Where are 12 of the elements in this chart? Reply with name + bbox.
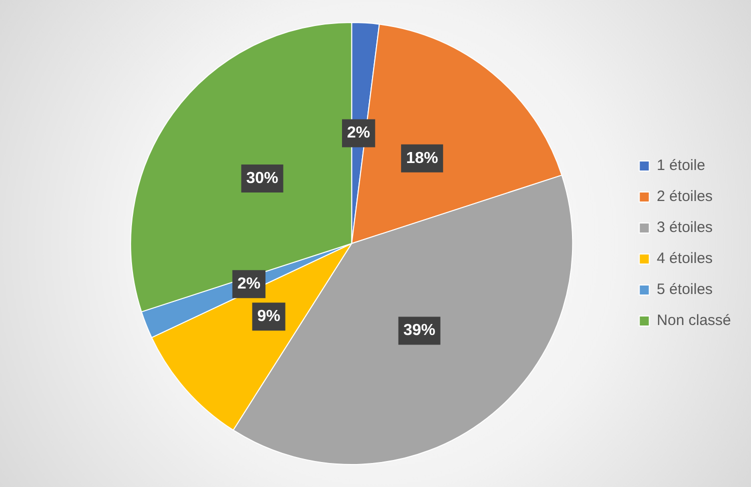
legend-label: 2 étoiles [656,188,713,206]
data-label: 18% [406,150,438,167]
data-label: 2% [347,124,370,142]
data-label: 39% [403,322,436,340]
legend-label: 3 étoiles [656,219,713,236]
data-label: 9% [257,308,280,325]
legend-label: 4 étoiles [656,250,713,268]
data-label: 2% [237,276,260,293]
legend-label: Non classé [656,312,731,330]
legend-label: 1 étoile [656,157,706,174]
legend-label: 5 étoiles [656,281,713,298]
data-label: 30% [246,170,278,187]
